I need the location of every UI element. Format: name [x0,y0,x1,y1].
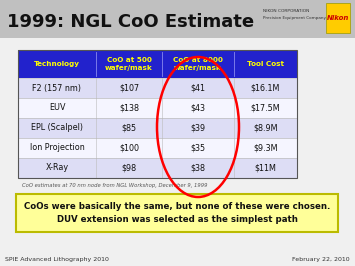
FancyBboxPatch shape [18,118,297,138]
Text: Tool Cost: Tool Cost [247,61,284,67]
Text: $17.5M: $17.5M [251,103,280,113]
FancyBboxPatch shape [18,50,297,78]
Text: F2 (157 nm): F2 (157 nm) [33,84,82,93]
FancyBboxPatch shape [18,78,297,98]
Text: Technology: Technology [34,61,80,67]
Text: Ion Projection: Ion Projection [29,143,84,152]
Text: $39: $39 [190,123,206,132]
Text: NIKON CORPORATION: NIKON CORPORATION [263,9,309,13]
Text: CoO estimates at 70 nm node from NGL Workshop, December 9, 1999: CoO estimates at 70 nm node from NGL Wor… [22,183,208,188]
Text: $9.3M: $9.3M [253,143,278,152]
Text: CoO at 8000
wafer/mask: CoO at 8000 wafer/mask [173,57,223,71]
Text: $8.9M: $8.9M [253,123,278,132]
Text: $16.1M: $16.1M [251,84,280,93]
Text: $107: $107 [119,84,139,93]
Text: $85: $85 [121,123,137,132]
Text: $41: $41 [191,84,206,93]
Text: CoO at 500
wafer/mask: CoO at 500 wafer/mask [105,57,153,71]
Text: Nikon: Nikon [327,15,349,21]
Text: February 22, 2010: February 22, 2010 [293,257,350,263]
FancyBboxPatch shape [18,98,297,118]
FancyBboxPatch shape [18,138,297,158]
FancyBboxPatch shape [16,194,338,232]
Text: $100: $100 [119,143,139,152]
Text: $43: $43 [191,103,206,113]
Text: SPIE Advanced Lithography 2010: SPIE Advanced Lithography 2010 [5,257,109,263]
FancyBboxPatch shape [18,158,297,178]
Text: $35: $35 [190,143,206,152]
Text: EUV: EUV [49,103,65,113]
Text: $98: $98 [121,164,137,172]
Text: CoOs were basically the same, but none of these were chosen.
DUV extension was s: CoOs were basically the same, but none o… [24,202,330,224]
Text: $11M: $11M [255,164,277,172]
Text: EPL (Scalpel): EPL (Scalpel) [31,123,83,132]
FancyBboxPatch shape [0,0,355,38]
Text: $138: $138 [119,103,139,113]
FancyBboxPatch shape [326,3,350,33]
Text: $38: $38 [191,164,206,172]
Text: 1999: NGL CoO Estimate: 1999: NGL CoO Estimate [7,13,254,31]
Text: Precision Equipment Company: Precision Equipment Company [263,16,326,20]
Text: X-Ray: X-Ray [45,164,69,172]
